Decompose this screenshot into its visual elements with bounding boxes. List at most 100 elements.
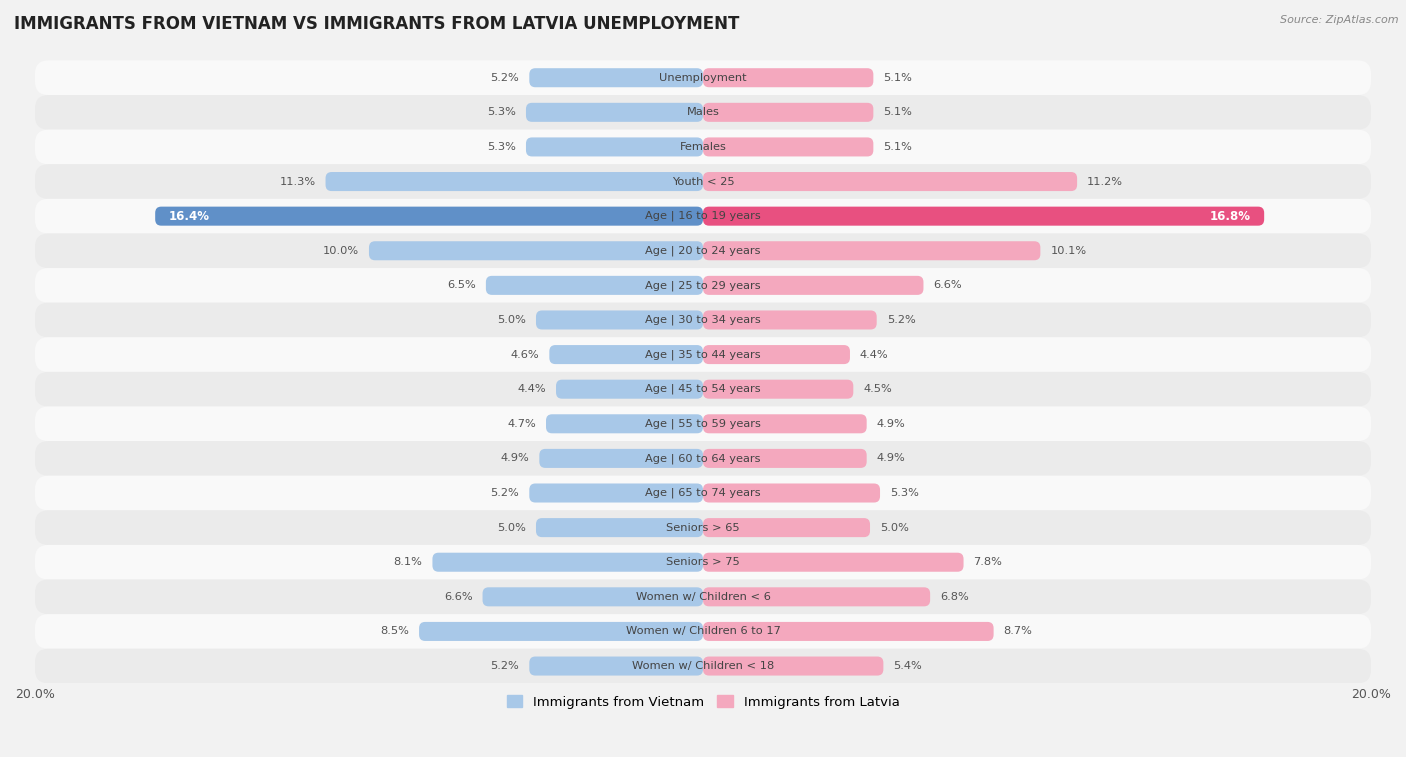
- FancyBboxPatch shape: [529, 484, 703, 503]
- FancyBboxPatch shape: [526, 103, 703, 122]
- FancyBboxPatch shape: [550, 345, 703, 364]
- Text: 4.4%: 4.4%: [860, 350, 889, 360]
- Text: Seniors > 75: Seniors > 75: [666, 557, 740, 567]
- Text: 7.8%: 7.8%: [973, 557, 1002, 567]
- FancyBboxPatch shape: [35, 199, 1371, 233]
- FancyBboxPatch shape: [703, 484, 880, 503]
- Text: 5.4%: 5.4%: [893, 661, 922, 671]
- Text: Females: Females: [679, 142, 727, 152]
- FancyBboxPatch shape: [35, 338, 1371, 372]
- FancyBboxPatch shape: [529, 68, 703, 87]
- Text: 5.2%: 5.2%: [887, 315, 915, 325]
- Text: 8.1%: 8.1%: [394, 557, 422, 567]
- Text: 10.1%: 10.1%: [1050, 246, 1087, 256]
- Text: Age | 45 to 54 years: Age | 45 to 54 years: [645, 384, 761, 394]
- Text: 6.6%: 6.6%: [934, 280, 962, 291]
- FancyBboxPatch shape: [326, 172, 703, 191]
- Text: 6.6%: 6.6%: [444, 592, 472, 602]
- FancyBboxPatch shape: [536, 310, 703, 329]
- Text: Youth < 25: Youth < 25: [672, 176, 734, 186]
- FancyBboxPatch shape: [35, 441, 1371, 475]
- Text: 6.8%: 6.8%: [941, 592, 969, 602]
- Text: Age | 30 to 34 years: Age | 30 to 34 years: [645, 315, 761, 326]
- FancyBboxPatch shape: [703, 276, 924, 295]
- FancyBboxPatch shape: [419, 622, 703, 641]
- Text: 5.3%: 5.3%: [890, 488, 920, 498]
- Text: 4.9%: 4.9%: [877, 419, 905, 428]
- FancyBboxPatch shape: [526, 138, 703, 157]
- FancyBboxPatch shape: [35, 614, 1371, 649]
- Text: 5.1%: 5.1%: [883, 142, 912, 152]
- Text: Unemployment: Unemployment: [659, 73, 747, 83]
- Text: 4.7%: 4.7%: [508, 419, 536, 428]
- Text: Women w/ Children < 18: Women w/ Children < 18: [631, 661, 775, 671]
- FancyBboxPatch shape: [35, 510, 1371, 545]
- FancyBboxPatch shape: [536, 518, 703, 537]
- FancyBboxPatch shape: [703, 656, 883, 675]
- Text: Age | 55 to 59 years: Age | 55 to 59 years: [645, 419, 761, 429]
- Text: 5.2%: 5.2%: [491, 661, 519, 671]
- FancyBboxPatch shape: [35, 407, 1371, 441]
- Text: 5.3%: 5.3%: [486, 107, 516, 117]
- FancyBboxPatch shape: [703, 414, 866, 433]
- Text: Age | 35 to 44 years: Age | 35 to 44 years: [645, 349, 761, 360]
- FancyBboxPatch shape: [703, 103, 873, 122]
- Text: 16.4%: 16.4%: [169, 210, 209, 223]
- FancyBboxPatch shape: [368, 241, 703, 260]
- FancyBboxPatch shape: [703, 380, 853, 399]
- Text: Males: Males: [686, 107, 720, 117]
- FancyBboxPatch shape: [482, 587, 703, 606]
- Text: Age | 16 to 19 years: Age | 16 to 19 years: [645, 211, 761, 221]
- Text: 5.0%: 5.0%: [880, 522, 908, 533]
- Text: 5.2%: 5.2%: [491, 488, 519, 498]
- Text: 5.1%: 5.1%: [883, 107, 912, 117]
- FancyBboxPatch shape: [35, 475, 1371, 510]
- FancyBboxPatch shape: [703, 587, 931, 606]
- Text: 11.2%: 11.2%: [1087, 176, 1123, 186]
- Text: Age | 25 to 29 years: Age | 25 to 29 years: [645, 280, 761, 291]
- FancyBboxPatch shape: [703, 449, 866, 468]
- FancyBboxPatch shape: [35, 580, 1371, 614]
- Text: 5.2%: 5.2%: [491, 73, 519, 83]
- Text: 4.5%: 4.5%: [863, 385, 891, 394]
- Text: 6.5%: 6.5%: [447, 280, 475, 291]
- Text: 10.0%: 10.0%: [323, 246, 359, 256]
- FancyBboxPatch shape: [35, 129, 1371, 164]
- FancyBboxPatch shape: [703, 310, 877, 329]
- FancyBboxPatch shape: [35, 268, 1371, 303]
- FancyBboxPatch shape: [35, 233, 1371, 268]
- FancyBboxPatch shape: [35, 649, 1371, 684]
- FancyBboxPatch shape: [35, 95, 1371, 129]
- Text: Age | 20 to 24 years: Age | 20 to 24 years: [645, 245, 761, 256]
- FancyBboxPatch shape: [540, 449, 703, 468]
- FancyBboxPatch shape: [35, 545, 1371, 580]
- FancyBboxPatch shape: [703, 518, 870, 537]
- FancyBboxPatch shape: [703, 172, 1077, 191]
- FancyBboxPatch shape: [155, 207, 703, 226]
- FancyBboxPatch shape: [703, 345, 851, 364]
- FancyBboxPatch shape: [703, 207, 1264, 226]
- Text: 5.3%: 5.3%: [486, 142, 516, 152]
- FancyBboxPatch shape: [703, 241, 1040, 260]
- FancyBboxPatch shape: [703, 553, 963, 572]
- Text: Source: ZipAtlas.com: Source: ZipAtlas.com: [1281, 15, 1399, 25]
- Text: Age | 65 to 74 years: Age | 65 to 74 years: [645, 488, 761, 498]
- FancyBboxPatch shape: [546, 414, 703, 433]
- Text: 4.9%: 4.9%: [877, 453, 905, 463]
- FancyBboxPatch shape: [35, 164, 1371, 199]
- FancyBboxPatch shape: [555, 380, 703, 399]
- Text: Age | 60 to 64 years: Age | 60 to 64 years: [645, 453, 761, 463]
- Text: 11.3%: 11.3%: [280, 176, 315, 186]
- Text: Women w/ Children 6 to 17: Women w/ Children 6 to 17: [626, 627, 780, 637]
- FancyBboxPatch shape: [529, 656, 703, 675]
- Text: 8.7%: 8.7%: [1004, 627, 1032, 637]
- FancyBboxPatch shape: [486, 276, 703, 295]
- FancyBboxPatch shape: [703, 68, 873, 87]
- Text: 5.0%: 5.0%: [498, 315, 526, 325]
- FancyBboxPatch shape: [703, 138, 873, 157]
- FancyBboxPatch shape: [35, 372, 1371, 407]
- Text: Women w/ Children < 6: Women w/ Children < 6: [636, 592, 770, 602]
- Text: Seniors > 65: Seniors > 65: [666, 522, 740, 533]
- Text: 4.6%: 4.6%: [510, 350, 540, 360]
- Text: 4.4%: 4.4%: [517, 385, 546, 394]
